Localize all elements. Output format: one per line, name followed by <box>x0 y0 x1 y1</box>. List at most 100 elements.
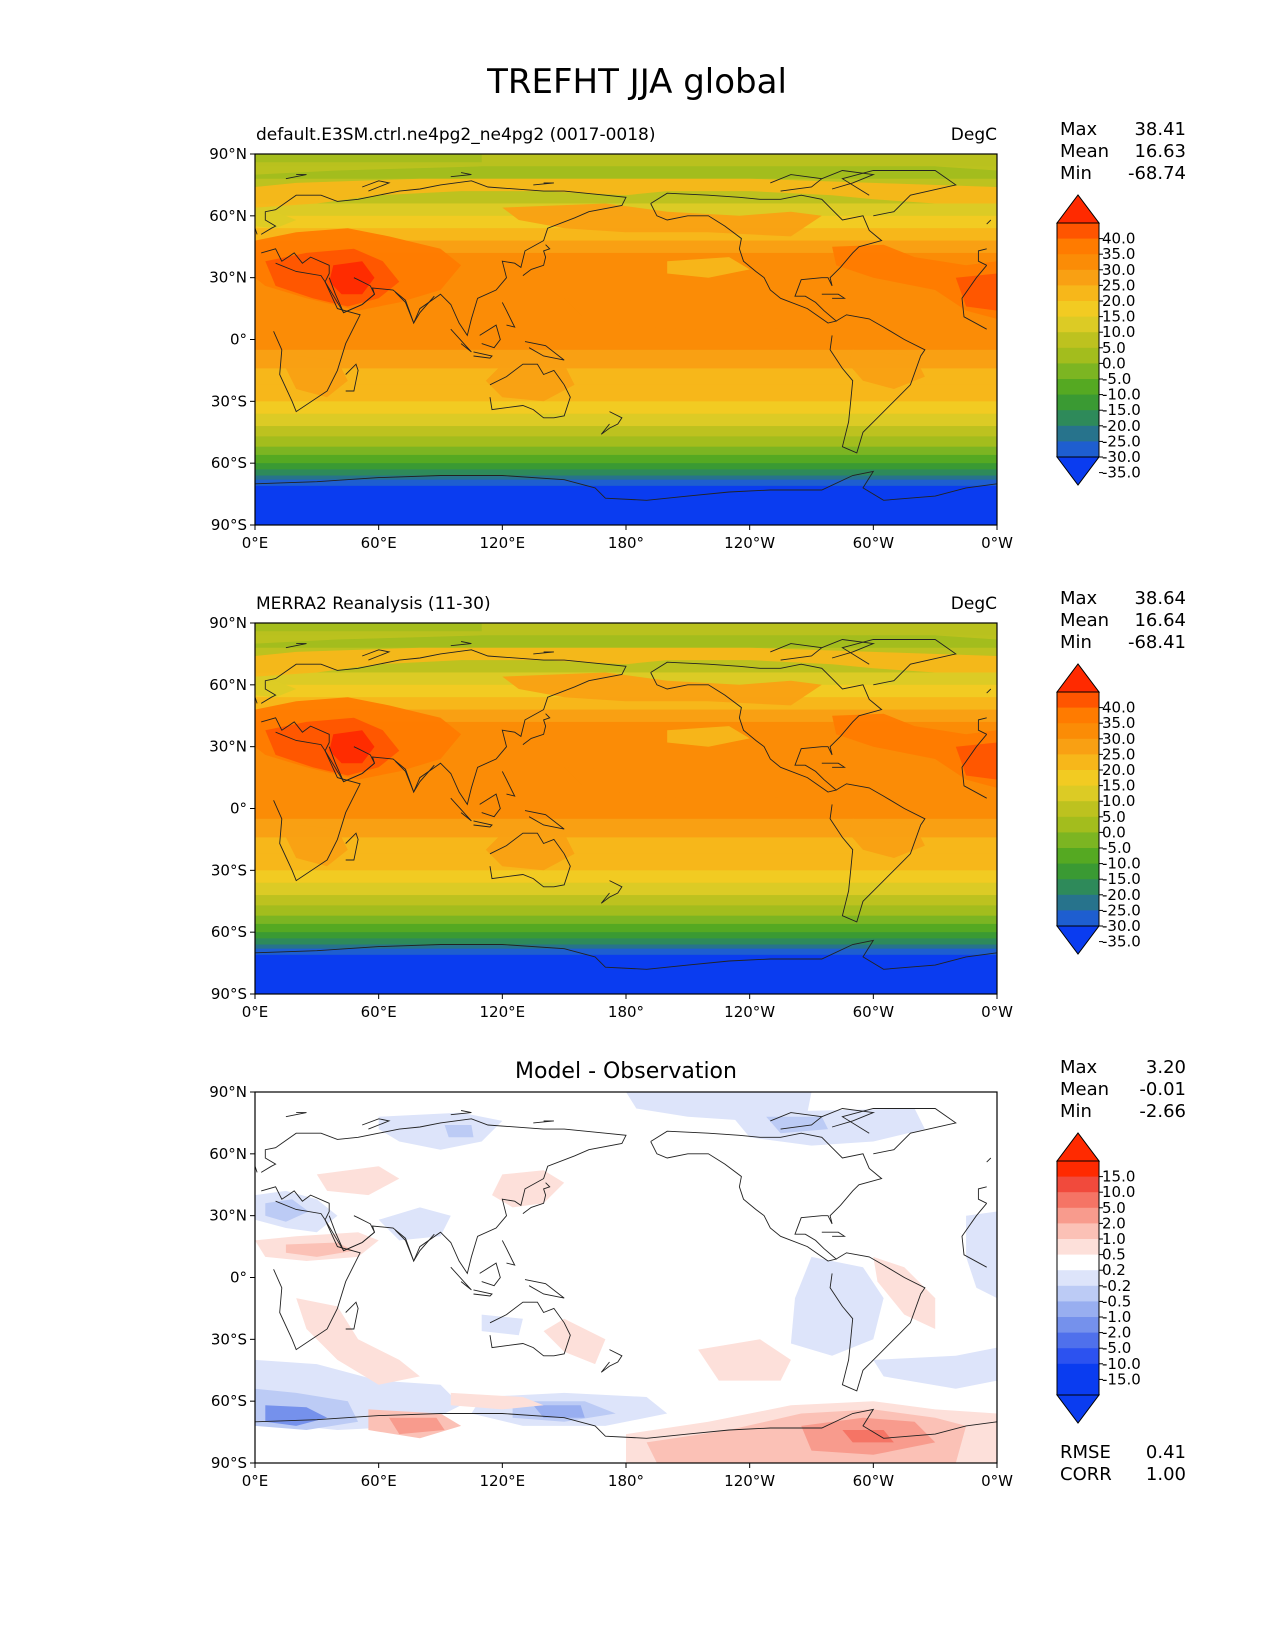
stat-max-label: Max <box>1060 119 1098 140</box>
colorbar-segment <box>1057 1223 1099 1240</box>
lat-tick-label: 30°S <box>211 1330 247 1348</box>
colorbar-tick-label: -35.0 <box>1102 464 1141 482</box>
figure-title: TREFHT JJA global <box>486 62 787 102</box>
colorbar-tick-label: 1.0 <box>1102 1230 1126 1248</box>
colorbar-segment <box>1057 1348 1099 1365</box>
colorbar-tick-label: -30.0 <box>1102 917 1141 935</box>
colorbar-extend-top <box>1056 1132 1100 1162</box>
colorbar-segment <box>1057 894 1099 911</box>
colorbar-segment <box>1057 1207 1099 1224</box>
colorbar-segment <box>1057 223 1099 240</box>
lat-tick-label: 30°N <box>209 269 247 287</box>
stat-min-value: -2.66 <box>1139 1101 1186 1122</box>
colorbar-tick-label: 0.2 <box>1102 1261 1126 1279</box>
rmse-value: 0.41 <box>1146 1442 1186 1463</box>
lon-tick-label: 180° <box>608 1472 644 1490</box>
colorbar-segment <box>1057 238 1099 255</box>
lat-tick-label: 60°N <box>209 207 247 225</box>
colorbar-tick-label: 5.0 <box>1102 339 1126 357</box>
colorbar-tick-label: 2.0 <box>1102 1214 1126 1232</box>
colorbar-tick-label: -25.0 <box>1102 432 1141 450</box>
colorbar-segment <box>1057 1161 1099 1178</box>
lat-tick-label: 90°S <box>211 1454 247 1472</box>
lat-tick-label: 0° <box>230 1269 247 1287</box>
colorbar-segment <box>1057 816 1099 833</box>
lon-tick-label: 0°E <box>242 1003 269 1021</box>
lat-tick-label: 90°S <box>211 516 247 534</box>
colorbar-segment <box>1057 1285 1099 1302</box>
colorbar: 40.035.030.025.020.015.010.05.00.0-5.0-1… <box>1056 194 1141 486</box>
colorbar-tick-label: 10.0 <box>1102 323 1135 341</box>
stats-box: Max 3.20 Mean -0.01 Min -2.66 <box>1060 1057 1186 1122</box>
colorbar-segment <box>1057 770 1099 787</box>
stat-max-label: Max <box>1060 1057 1098 1078</box>
colorbar-tick-label: 35.0 <box>1102 714 1135 732</box>
colorbar-segment <box>1057 1192 1099 1209</box>
lon-tick-label: 180° <box>608 534 644 552</box>
colorbar-tick-label: 0.5 <box>1102 1246 1126 1264</box>
stat-max-label: Max <box>1060 588 1098 609</box>
colorbar-extend-bottom <box>1056 925 1100 955</box>
lat-tick-label: 90°N <box>209 145 247 163</box>
colorbar-segment <box>1057 832 1099 849</box>
panel-model: default.E3SM.ctrl.ne4pg2_ne4pg2 (0017-00… <box>209 119 1186 552</box>
lon-tick-label: 120°E <box>480 1472 526 1490</box>
panel-title: Model - Observation <box>515 1059 737 1084</box>
colorbar-segment <box>1057 785 1099 802</box>
colorbar-tick-label: -5.0 <box>1102 839 1131 857</box>
colorbar-tick-label: 35.0 <box>1102 245 1135 263</box>
stat-max-value: 38.64 <box>1134 588 1186 609</box>
corr-label: CORR <box>1060 1464 1112 1485</box>
colorbar-tick-label: -0.2 <box>1102 1277 1131 1295</box>
colorbar-segment <box>1057 316 1099 333</box>
lat-tick-label: 60°N <box>209 1145 247 1163</box>
stat-min-value: -68.74 <box>1128 163 1186 184</box>
lon-tick-label: 120°E <box>480 534 526 552</box>
colorbar-tick-label: -10.0 <box>1102 855 1141 873</box>
colorbar-tick-label: -15.0 <box>1102 401 1141 419</box>
colorbar-tick-label: -1.0 <box>1102 1308 1131 1326</box>
lat-tick-label: 60°N <box>209 676 247 694</box>
colorbar-segment <box>1057 723 1099 740</box>
colorbar-tick-label: -25.0 <box>1102 901 1141 919</box>
colorbar-tick-label: -30.0 <box>1102 448 1141 466</box>
colorbar-tick-label: 25.0 <box>1102 745 1135 763</box>
colorbar-segment <box>1057 1301 1099 1318</box>
lon-tick-label: 120°W <box>724 534 775 552</box>
stats-box: Max 38.64 Mean 16.64 Min -68.41 <box>1060 588 1186 653</box>
colorbar-segment <box>1057 692 1099 709</box>
lon-tick-label: 60°E <box>361 534 397 552</box>
panel-units: DegC <box>951 594 997 614</box>
colorbar-segment <box>1057 410 1099 427</box>
colorbar-tick-label: 40.0 <box>1102 699 1135 717</box>
colorbar-tick-label: -10.0 <box>1102 1355 1141 1373</box>
colorbar-segment <box>1057 285 1099 302</box>
colorbar-tick-label: 5.0 <box>1102 808 1126 826</box>
lat-tick-label: 30°N <box>209 1207 247 1225</box>
panel-observation: MERRA2 Reanalysis (11-30) DegC 90°N 60°N 3… <box>209 588 1186 1021</box>
lon-tick-label: 0°W <box>981 1003 1013 1021</box>
colorbar-segment <box>1057 863 1099 880</box>
colorbar-segment <box>1057 848 1099 865</box>
colorbar-segment <box>1057 347 1099 364</box>
colorbar-tick-label: 0.0 <box>1102 354 1126 372</box>
colorbar-tick-label: -20.0 <box>1102 886 1141 904</box>
colorbar-tick-label: 25.0 <box>1102 276 1135 294</box>
lat-tick-label: 0° <box>230 800 247 818</box>
stats-box: Max 38.41 Mean 16.63 Min -68.74 <box>1060 119 1186 184</box>
colorbar-segment <box>1057 379 1099 396</box>
colorbar-segment <box>1057 910 1099 927</box>
panel-title: default.E3SM.ctrl.ne4pg2_ne4pg2 (0017-00… <box>256 125 656 145</box>
stat-min-label: Min <box>1060 1101 1092 1122</box>
colorbar-tick-label: 0.0 <box>1102 823 1126 841</box>
colorbar-segment <box>1057 801 1099 818</box>
colorbar-segment <box>1057 1254 1099 1271</box>
colorbar-tick-label: -5.0 <box>1102 370 1131 388</box>
lon-tick-label: 0°W <box>981 534 1013 552</box>
stat-mean-value: -0.01 <box>1139 1079 1186 1100</box>
lon-tick-label: 0°W <box>981 1472 1013 1490</box>
colorbar-tick-label: 10.0 <box>1102 1183 1135 1201</box>
colorbar-segment <box>1057 332 1099 349</box>
lon-tick-label: 60°E <box>361 1472 397 1490</box>
